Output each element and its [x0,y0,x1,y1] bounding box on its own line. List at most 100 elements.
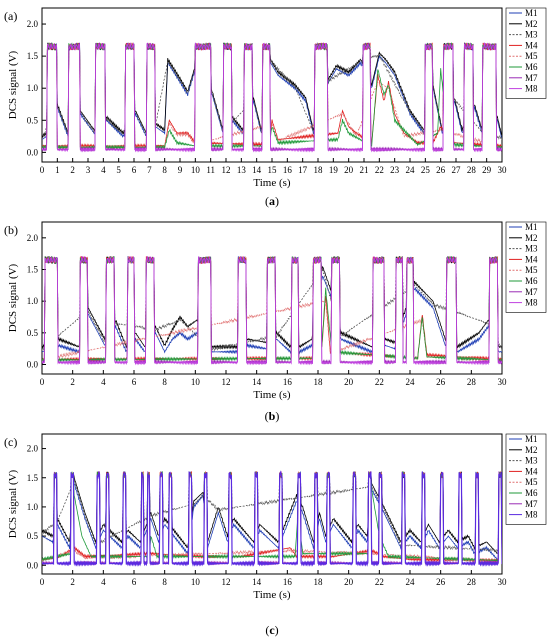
x-tick-label: 23 [390,165,400,175]
x-tick-label: 0 [40,165,45,175]
x-tick-label: 6 [132,577,137,587]
x-tick-label: 6 [132,377,137,387]
legend-label-m1: M1 [525,434,538,444]
x-tick-label: 22 [375,165,384,175]
chart-panel-2: (b)0.00.51.01.52.00 2 4 6 8 10 12 14 16 18 20 22 24 2… [4,221,547,423]
x-tick-label: 9 [178,165,183,175]
y-tick-label: 1.5 [27,473,39,483]
y-axis-label: DCS signal (V) [7,263,19,332]
chart-panel-1: (a)0.00.51.01.52.00 1 2 3 4 5 6 7 8 9 10 11 12 13 14 15… [4,7,547,208]
legend-label-m5: M5 [525,477,538,487]
series-line-m2 [42,470,502,554]
legend-label-m8: M8 [525,84,538,94]
legend-label-m7: M7 [525,73,538,83]
x-tick-label: 20 [344,577,354,587]
plot-frame [41,221,503,375]
legend-label-m3: M3 [525,244,538,254]
x-tick-label: 25 [421,165,431,175]
x-tick-label: 1 [55,165,60,175]
legend-label-m2: M2 [525,19,538,29]
legend-label-m3: M3 [525,30,538,40]
x-tick-label: 2 [70,377,75,387]
x-tick-label: 8 [162,165,167,175]
x-tick-label: 10 [191,377,201,387]
y-tick-label: 0.5 [27,328,39,338]
x-tick-label: 2 [70,165,75,175]
x-tick-label: 24 [406,165,416,175]
chart-panel-3: (c)0.00.51.01.52.00 2 4 6 8 10 12 14 16 18 20 22 24 2… [4,433,547,637]
series-line-m7 [42,255,502,365]
legend-label-m5: M5 [525,51,538,61]
x-tick-label: 16 [283,165,293,175]
series-line-m8 [42,255,502,366]
plot-area [42,42,502,153]
x-tick-label: 27 [452,165,462,175]
series-line-m5 [42,471,502,563]
x-tick-label: 4 [101,577,106,587]
panel-caption: (a) [265,194,279,208]
x-tick-label: 12 [222,577,231,587]
x-tick-label: 30 [498,377,508,387]
x-tick-label: 2 [70,577,75,587]
x-tick-label: 18 [314,577,324,587]
x-tick-label: 12 [222,165,231,175]
x-tick-label: 24 [406,577,416,587]
x-tick-label: 30 [498,165,508,175]
x-axis-label: Time (s) [253,389,291,401]
x-tick-label: 10 [191,165,201,175]
x-tick-label: 22 [375,377,384,387]
x-tick-label: 29 [482,165,492,175]
x-tick-label: 14 [252,577,262,587]
x-tick-label: 16 [283,377,293,387]
x-tick-label: 16 [283,577,293,587]
series-line-m2 [42,255,502,350]
series-line-m6 [42,256,502,363]
x-tick-label: 24 [406,377,416,387]
plot-area [42,255,502,366]
panel-caption: (b) [265,409,280,423]
y-tick-label: 2.0 [27,233,39,243]
x-tick-label: 14 [252,165,262,175]
x-tick-label: 4 [101,377,106,387]
x-tick-label: 8 [162,577,167,587]
y-tick-label: 2.0 [27,19,39,29]
legend-label-m8: M8 [525,298,538,308]
legend-label-m1: M1 [525,222,538,232]
y-tick-label: 1.0 [27,296,39,306]
x-tick-label: 18 [314,165,324,175]
panel-caption: (c) [265,623,278,637]
x-tick-label: 10 [191,577,201,587]
panel-label: (c) [4,435,17,449]
y-tick-label: 2.0 [27,444,39,454]
x-tick-label: 28 [467,165,477,175]
series-line-m8 [42,42,502,153]
y-tick-label: 0.0 [27,360,39,370]
y-tick-label: 1.0 [27,502,39,512]
y-tick-label: 0.0 [27,560,39,570]
legend-box [505,221,547,313]
series-line-m6 [42,470,502,562]
x-tick-label: 30 [498,577,508,587]
y-tick-label: 1.5 [27,265,39,275]
series-line-m3 [42,42,502,141]
x-tick-label: 26 [436,377,446,387]
x-tick-label: 13 [237,165,247,175]
x-tick-label: 12 [222,377,231,387]
x-axis-label: Time (s) [253,589,291,601]
legend-label-m6: M6 [525,488,538,498]
legend-label-m2: M2 [525,233,538,243]
legend-label-m4: M4 [525,254,538,264]
legend-box [505,7,547,99]
legend-box [505,433,547,525]
x-tick-label: 19 [329,165,339,175]
x-tick-label: 8 [162,377,167,387]
x-tick-label: 28 [467,577,477,587]
x-tick-label: 7 [147,165,152,175]
x-tick-label: 17 [298,165,308,175]
legend-label-m1: M1 [525,8,538,18]
x-tick-label: 6 [132,165,137,175]
x-tick-label: 0 [40,377,45,387]
x-tick-label: 3 [86,165,91,175]
